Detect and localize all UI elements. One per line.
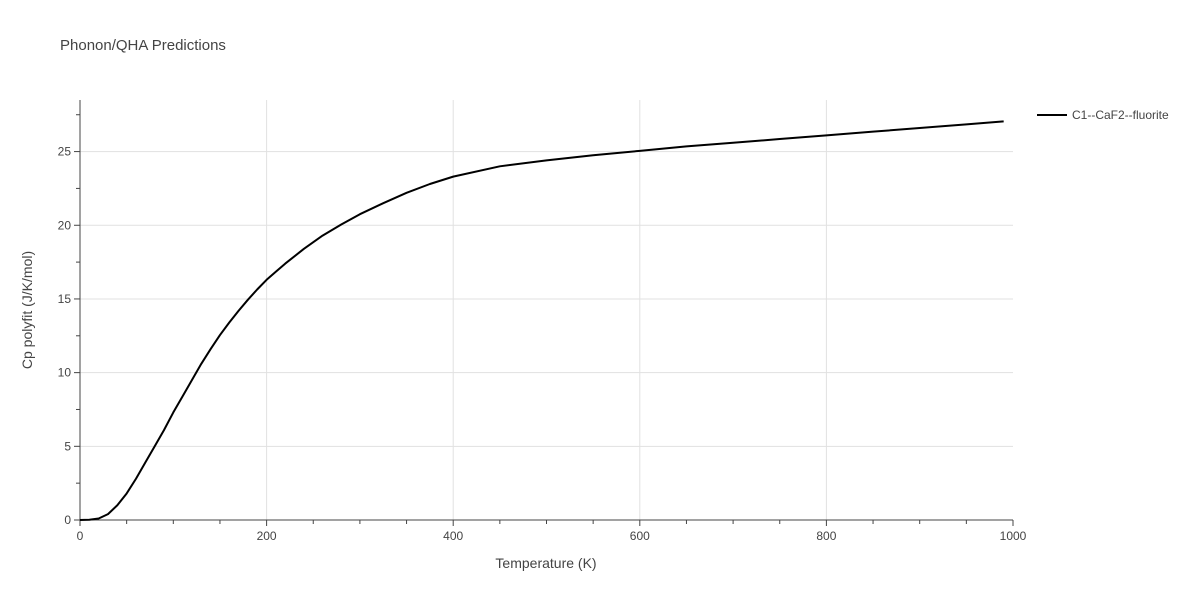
grid-layer [80, 100, 1013, 520]
series-layer [79, 120, 1004, 521]
y-tick-label: 10 [58, 366, 72, 380]
chart-title: Phonon/QHA Predictions [60, 37, 226, 54]
x-tick-label: 800 [816, 529, 836, 543]
x-tick-label: 0 [77, 529, 84, 543]
y-axis-title: Cp polyfit (J/K/mol) [19, 251, 35, 369]
y-tick-label: 20 [58, 218, 72, 232]
y-tick-label: 25 [58, 145, 72, 159]
axes-layer: 0 200 400 600 800 1000 0 5 10 15 20 25 [58, 100, 1027, 543]
legend[interactable]: C1--CaF2--fluorite [1037, 108, 1169, 122]
legend-label: C1--CaF2--fluorite [1072, 108, 1169, 122]
x-tick-label: 1000 [1000, 529, 1027, 543]
x-axis-title: Temperature (K) [495, 555, 596, 571]
y-tick-label: 0 [64, 513, 71, 527]
series-line[interactable] [79, 120, 1004, 521]
y-tick-label: 5 [64, 439, 71, 453]
x-tick-label: 400 [443, 529, 463, 543]
x-tick-label: 200 [257, 529, 277, 543]
x-tick-label: 600 [630, 529, 650, 543]
y-tick-label: 15 [58, 292, 72, 306]
